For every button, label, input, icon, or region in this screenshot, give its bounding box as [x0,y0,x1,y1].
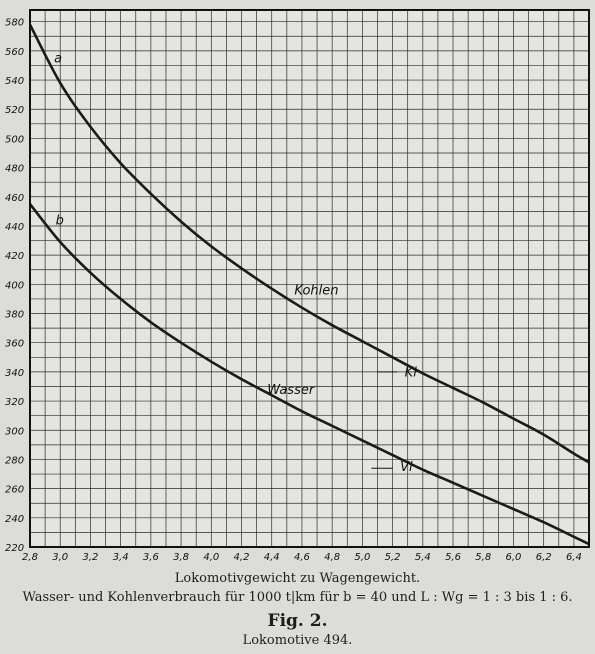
x-tick-label: 5,8 [475,552,491,563]
curve-wasser [28,203,590,546]
caption-line-2: Wasser- und Kohlenverbrauch für 1000 t|k… [22,590,573,605]
caption-line-1: Lokomotivgewicht zu Wagengewicht. [174,571,421,586]
y-tick-label: 280 [5,455,24,466]
y-tick-label: 300 [5,426,24,437]
y-tick-label: 360 [5,339,24,350]
x-tick-label: 3,8 [173,552,189,563]
x-tick-label: 3,2 [82,552,98,563]
x-tick-label: 4,4 [264,552,280,563]
x-tick-label: 4,0 [203,552,219,563]
figure-number: Fig. 2. [267,611,328,631]
figure-chart: 220 240 260 280 300 320 340 360 380 400 420 440 460 4… [5,9,590,563]
x-tick-label: 3,0 [52,552,68,563]
y-tick-label: 420 [5,251,24,262]
y-tick-label: 240 [5,514,24,525]
y-tick-label: 480 [5,164,24,175]
y-tick-label: 380 [5,310,24,321]
y-tick-label: 580 [5,18,24,29]
plot-background [30,10,589,547]
y-tick-label: 560 [5,47,24,58]
y-tick-label: 220 [5,543,24,554]
x-tick-label: 5,0 [354,552,370,563]
x-tick-label: 5,2 [385,552,401,563]
x-tick-labels: 2,8 3,0 3,2 3,4 3,6 3,8 4,0 4,2 4,4 4,6 4,8 5,0 5,2 5… [22,552,582,563]
x-tick-label: 6,0 [506,552,522,563]
plot-frame [29,9,590,548]
y-tick-labels: 220 240 260 280 300 320 340 360 380 400 420 440 460 4… [5,18,24,554]
x-tick-label: 3,6 [143,552,159,563]
curves [28,23,590,546]
x-tick-label: 4,6 [294,552,310,563]
y-tick-label: 400 [5,280,24,291]
curve-name-wasser: Wasser [267,383,316,398]
curve-end-label-vl: Vl [400,460,413,475]
x-tick-label: 6,2 [536,552,552,563]
curve-name-kohlen: Kohlen [294,284,338,299]
x-tick-label: 4,8 [324,552,340,563]
curve-label-a: a [54,52,62,67]
y-tick-label: 320 [5,397,24,408]
y-tick-label: 540 [5,76,24,87]
y-tick-label: 520 [5,105,24,116]
caption-subtitle: Lokomotive 494. [242,633,353,648]
y-tick-label: 260 [5,485,24,496]
x-tick-label: 5,6 [445,552,461,563]
curve-end-label-kl: Kl [405,365,418,380]
x-tick-label: 3,4 [113,552,129,563]
y-tick-label: 460 [5,193,24,204]
y-tick-label: 340 [5,368,24,379]
y-tick-label: 440 [5,222,24,233]
x-tick-label: 5,4 [415,552,431,563]
curve-labels: a b Kohlen Wasser Kl Vl [54,52,417,476]
x-tick-label: 4,2 [234,552,250,563]
curve-kohlen [28,23,590,464]
y-tick-label: 500 [5,134,24,145]
curve-label-b: b [56,214,64,229]
x-tick-label: 2,8 [22,552,38,563]
x-tick-label: 6,4 [566,552,582,563]
